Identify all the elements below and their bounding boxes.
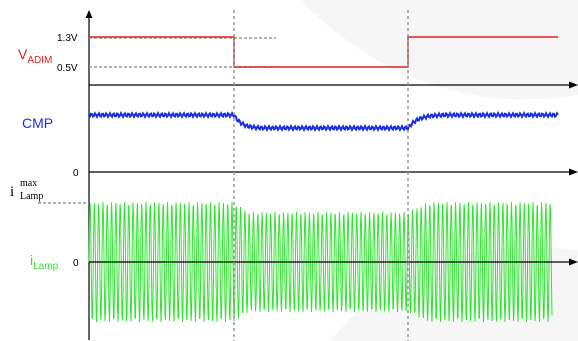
main-vertical-axis bbox=[85, 10, 93, 340]
ilamp-time-axis bbox=[89, 258, 578, 266]
ilamp-max-label-sup: max bbox=[20, 178, 37, 189]
vadim-low-tick: 0.5V bbox=[57, 63, 78, 74]
ilamp-waveform bbox=[88, 202, 553, 322]
vadim-label-main: V bbox=[18, 46, 28, 62]
ilamp-label-sub: Lamp bbox=[33, 261, 58, 272]
ilamp-zero-tick: 0 bbox=[73, 258, 79, 269]
ilamp-max-label-sub: Lamp bbox=[20, 191, 43, 202]
vadim-waveform bbox=[89, 36, 558, 68]
vadim-time-axis bbox=[89, 81, 578, 89]
ilamp-label-main: i bbox=[30, 252, 33, 268]
cmp-time-axis bbox=[89, 168, 578, 176]
cmp-label: CMP bbox=[22, 115, 53, 131]
vadim-high-tick: 1.3V bbox=[57, 33, 78, 44]
ilamp-label: iLamp bbox=[30, 252, 59, 272]
vadim-label: VADIM bbox=[18, 46, 52, 66]
ilamp-max-label-main: i bbox=[10, 184, 14, 200]
ilamp-max-label: imax Lamp bbox=[10, 178, 43, 202]
cmp-zero-tick: 0 bbox=[73, 168, 79, 179]
vadim-label-sub: ADIM bbox=[27, 55, 52, 66]
cmp-waveform bbox=[88, 110, 559, 133]
